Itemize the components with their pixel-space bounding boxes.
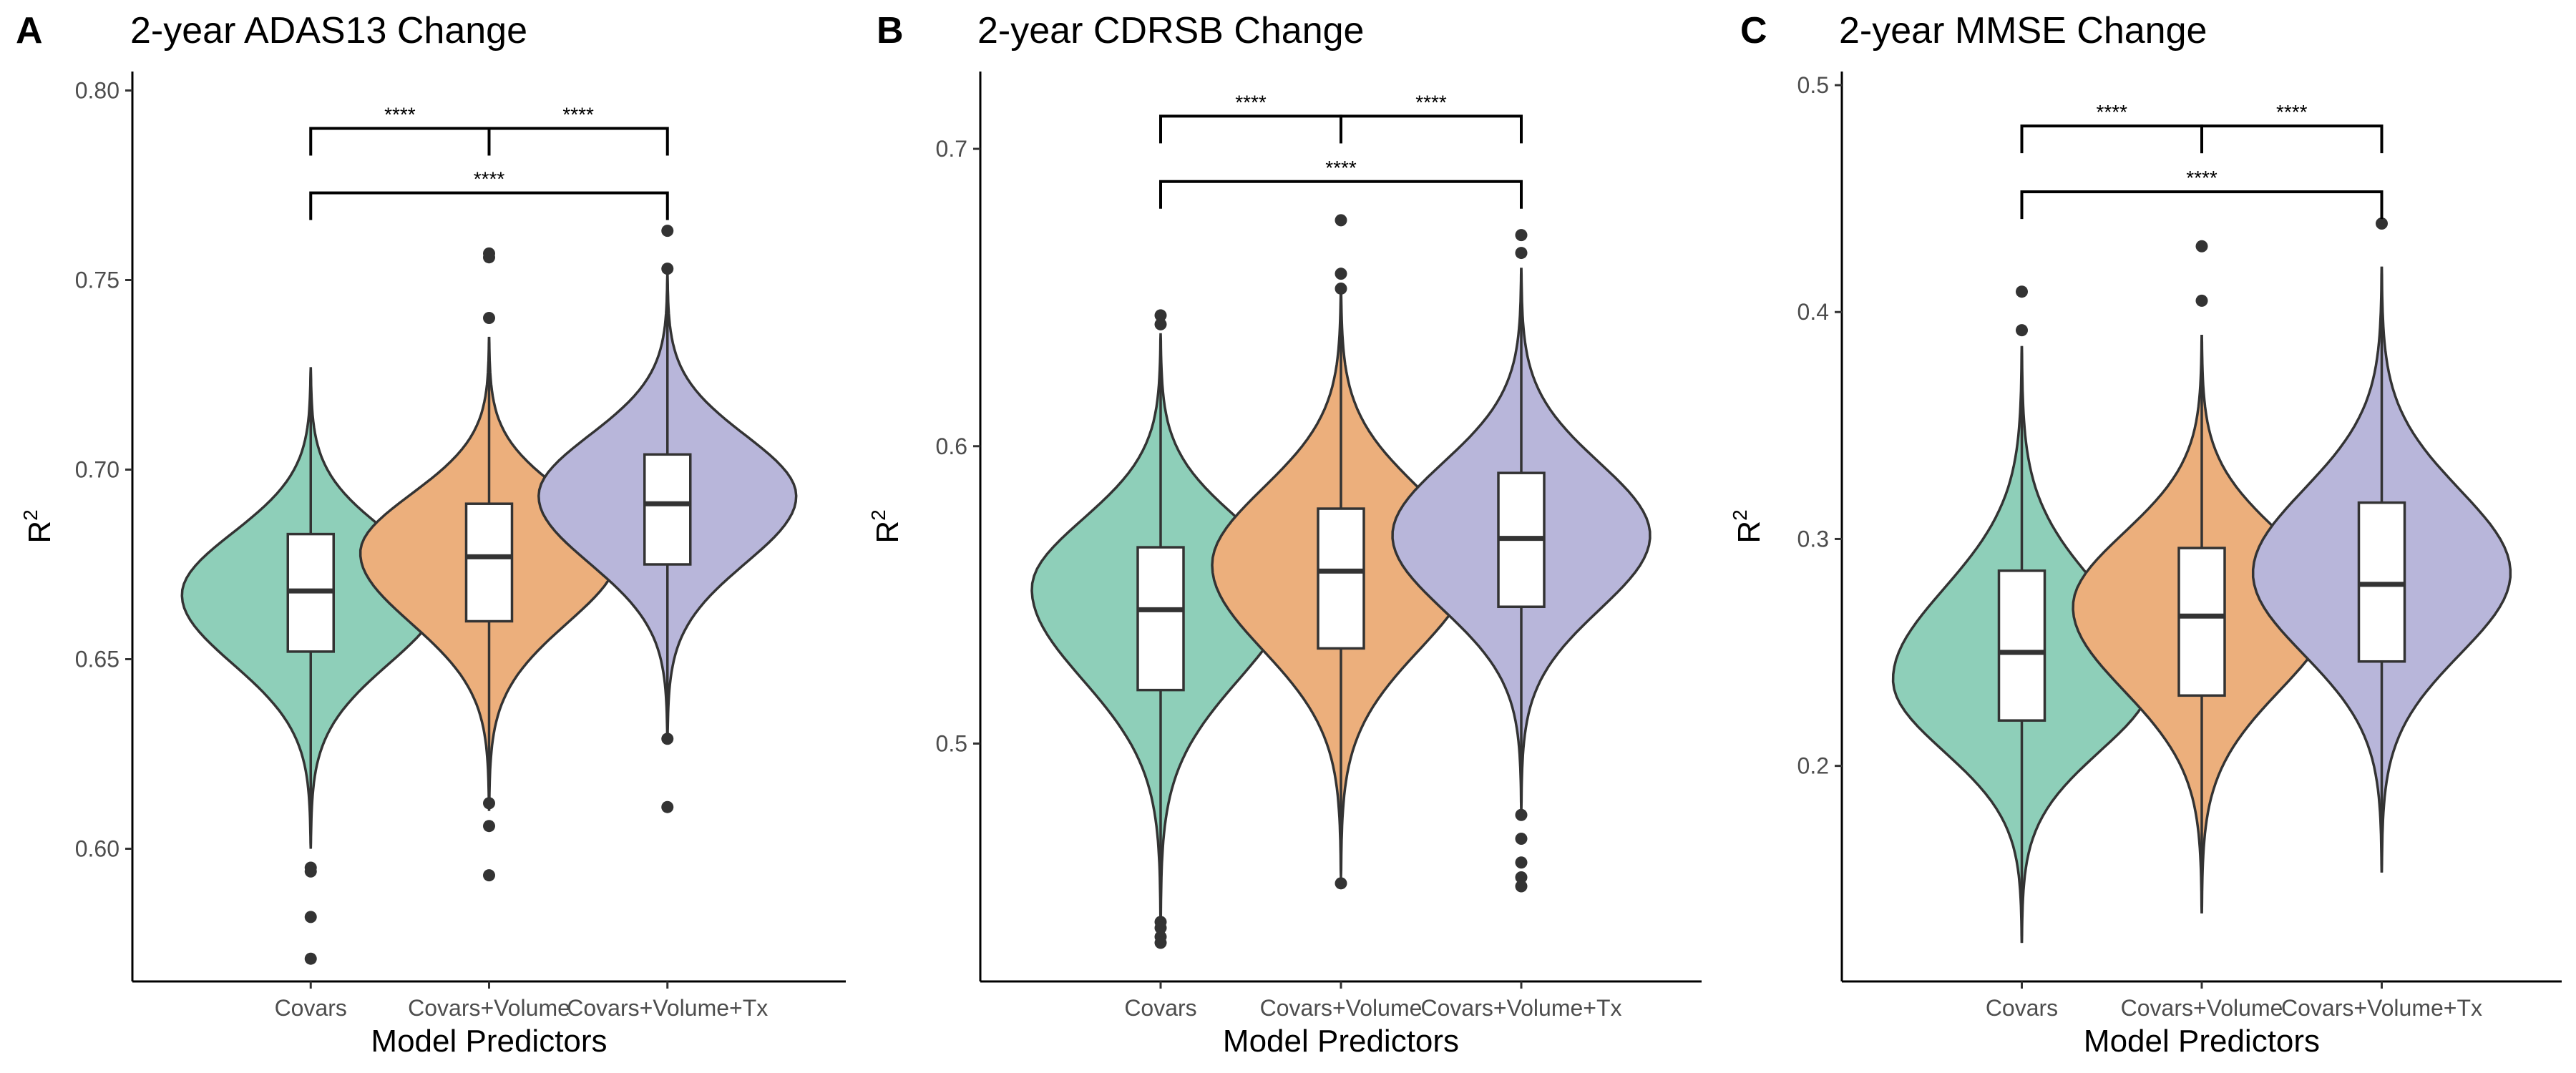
x-tick-label: Covars+Volume: [408, 995, 570, 1021]
x-axis-title: Model Predictors: [371, 1024, 607, 1059]
panel-adas13: A 2-year ADAS13 Change 0.60 0.65 0.70 0.75 0.8…: [16, 10, 846, 1059]
panel-letter: A: [16, 10, 43, 52]
y-axis-title: R2: [867, 509, 905, 543]
outlier-point: [1154, 936, 1167, 949]
y-tick-label: 0.65: [75, 647, 119, 672]
significance-bracket: [1159, 180, 1523, 209]
panel-title: 2-year ADAS13 Change: [130, 10, 527, 52]
panel-title: 2-year MMSE Change: [1839, 10, 2207, 52]
x-tick-label: Covars: [275, 995, 347, 1021]
significance-bracket: [2020, 124, 2203, 154]
x-tick-label: Covars: [1124, 995, 1196, 1021]
x-tick-label: Covars: [1986, 995, 2058, 1021]
significance-bracket: [1159, 114, 1342, 144]
outlier-point: [1515, 247, 1528, 260]
significance-bracket: [2200, 124, 2384, 154]
box-1: [2177, 547, 2226, 697]
x-tick-label: Covars+Volume: [1260, 995, 1423, 1021]
box-0: [1136, 546, 1185, 692]
significance-label: ****: [2186, 167, 2218, 189]
y-tick-label: 0.7: [936, 136, 967, 162]
box-1: [1317, 507, 1365, 650]
panel-cdrsb: B 2-year CDRSB Change 0.5 0.6 0.7 R2 Model Pre…: [867, 10, 1702, 1059]
box-1: [464, 502, 514, 623]
outlier-point: [1335, 282, 1347, 295]
x-tick-label: Covars+Volume: [2121, 995, 2283, 1021]
outlier-point: [661, 225, 674, 237]
outlier-point: [304, 952, 317, 965]
outlier-point: [1515, 832, 1528, 845]
significance-bracket: [309, 191, 669, 220]
x-axis-title: Model Predictors: [1223, 1024, 1459, 1059]
box-0: [1997, 569, 2046, 722]
y-tick-label: 0.80: [75, 78, 119, 104]
outlier-point: [1515, 880, 1528, 893]
significance-label: ****: [1235, 91, 1267, 113]
y-axis-title-text: R2: [19, 509, 57, 543]
outlier-point: [304, 865, 317, 878]
significance-bracket: [2020, 190, 2384, 220]
x-tick-label: Covars+Volume+Tx: [2281, 995, 2482, 1021]
significance-label: ****: [2276, 101, 2308, 123]
x-axis-title: Model Predictors: [2084, 1024, 2320, 1059]
panel-letter: C: [1740, 10, 1767, 52]
x-tick-label: Covars+Volume+Tx: [1420, 995, 1621, 1021]
significance-label: ****: [562, 104, 594, 126]
outlier-point: [2195, 240, 2208, 253]
y-axis-title-superscript: 2: [19, 509, 42, 521]
outlier-point: [661, 263, 674, 275]
outlier-point: [1154, 309, 1167, 322]
y-axis-title-text: R2: [1729, 509, 1767, 543]
y-axis-title-text: R2: [867, 509, 905, 543]
outlier-point: [661, 800, 674, 813]
significance-bracket: [1340, 114, 1523, 144]
outlier-point: [483, 251, 495, 264]
box-2: [643, 453, 692, 566]
x-tick-label: Covars+Volume+Tx: [567, 995, 768, 1021]
panel-letter: B: [877, 10, 904, 52]
y-tick-label: 0.3: [1797, 526, 1829, 552]
y-tick-label: 0.60: [75, 836, 119, 862]
outlier-point: [2195, 294, 2208, 307]
outlier-point: [483, 820, 495, 833]
outlier-point: [1515, 871, 1528, 884]
outlier-point: [483, 869, 495, 882]
y-tick-label: 0.6: [936, 433, 967, 459]
y-axis-title-superscript: 2: [1729, 509, 1751, 521]
significance-label: ****: [1325, 157, 1357, 179]
significance-label: ****: [1415, 91, 1447, 113]
outlier-point: [1335, 214, 1347, 227]
outlier-point: [1515, 229, 1528, 242]
panel-mmse: C 2-year MMSE Change 0.2 0.3 0.4 0.5 R2 Model P…: [1729, 10, 2562, 1059]
y-tick-label: 0.75: [75, 268, 119, 293]
y-axis-title: R2: [1729, 509, 1767, 543]
y-tick-label: 0.2: [1797, 753, 1829, 779]
y-tick-label: 0.4: [1797, 299, 1829, 325]
outlier-point: [1154, 921, 1167, 934]
outlier-point: [2016, 285, 2028, 298]
outlier-point: [661, 733, 674, 745]
y-axis-title-superscript: 2: [867, 509, 889, 521]
outlier-point: [1154, 318, 1167, 330]
outlier-point: [1515, 856, 1528, 869]
outlier-point: [2376, 217, 2388, 230]
outlier-point: [2016, 324, 2028, 337]
outlier-point: [304, 911, 317, 923]
significance-bracket: [487, 127, 669, 156]
outlier-point: [483, 312, 495, 324]
significance-label: ****: [2096, 101, 2127, 123]
y-tick-label: 0.5: [936, 730, 967, 756]
significance-label: ****: [384, 104, 416, 126]
outlier-point: [1335, 877, 1347, 890]
significance-bracket: [309, 127, 491, 156]
y-tick-label: 0.70: [75, 457, 119, 483]
panel-title: 2-year CDRSB Change: [977, 10, 1364, 52]
outlier-point: [1335, 268, 1347, 280]
outlier-point: [1515, 808, 1528, 821]
y-tick-label: 0.5: [1797, 72, 1829, 98]
outlier-point: [483, 797, 495, 810]
significance-label: ****: [474, 168, 505, 190]
y-axis-title: R2: [19, 509, 57, 543]
